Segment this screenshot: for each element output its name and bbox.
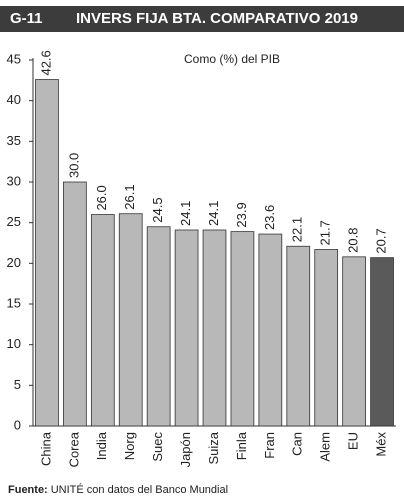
y-tick-label: 40 [7,92,21,107]
x-tick-label: EU [346,432,361,450]
figure-label: G-11 [10,10,43,27]
value-label: 42.6 [38,50,53,75]
header-bar [0,6,404,32]
y-tick-label: 45 [7,51,21,66]
x-tick-label: Fran [262,432,277,459]
value-label: 23.6 [262,205,277,230]
value-label: 23.9 [234,202,249,227]
value-label: 22.1 [290,217,305,242]
y-tick-label: 15 [7,295,21,310]
x-tick-label: Méx [373,432,388,457]
x-tick-label: India [94,431,109,460]
value-label: 24.1 [206,201,221,226]
bar [146,226,171,427]
bar [35,79,59,427]
y-tick-label: 5 [14,377,21,392]
value-label: 24.5 [150,197,165,222]
x-tick-label: Suec [150,432,165,462]
value-label: 20.8 [346,228,361,253]
bar [174,229,199,427]
y-tick-label: 35 [7,133,21,148]
chart-title: INVERS FIJA BTA. COMPARATIVO 2019 [76,10,358,27]
x-tick-label: Corea [66,431,81,467]
x-tick-label: Japón [178,432,193,467]
value-label: 20.7 [373,228,388,253]
bar [314,249,339,427]
y-tick-label: 25 [7,214,21,229]
source: UNITÉ con datos del Banco Mundial [51,483,228,496]
bar [63,181,87,427]
x-tick-label: Finla [234,431,249,460]
value-label: 21.7 [318,220,333,245]
bar [230,231,255,427]
value-label: 26.1 [122,184,137,209]
chart-subtitle: Como (%) del PIB [184,52,280,66]
x-tick-label: Alem [318,432,333,462]
value-label: 30.0 [66,153,81,178]
x-tick-label: Suiza [206,431,221,464]
x-tick-label: China [38,431,53,466]
value-label: 26.0 [94,185,109,210]
y-tick-label: 20 [7,255,21,270]
bar [202,229,227,427]
x-tick-label: Norg [122,432,137,460]
bar [90,214,115,427]
bar [286,245,311,427]
y-tick-label: 10 [7,336,21,351]
bar [258,233,283,427]
x-tick-label: Can [290,432,305,456]
source-label: Fuente: [8,484,48,496]
value-label: 24.1 [178,201,193,226]
y-tick-label: 0 [14,417,21,432]
bar [118,213,143,427]
y-tick-label: 30 [7,173,21,188]
bar [370,257,394,427]
bar [342,256,366,427]
